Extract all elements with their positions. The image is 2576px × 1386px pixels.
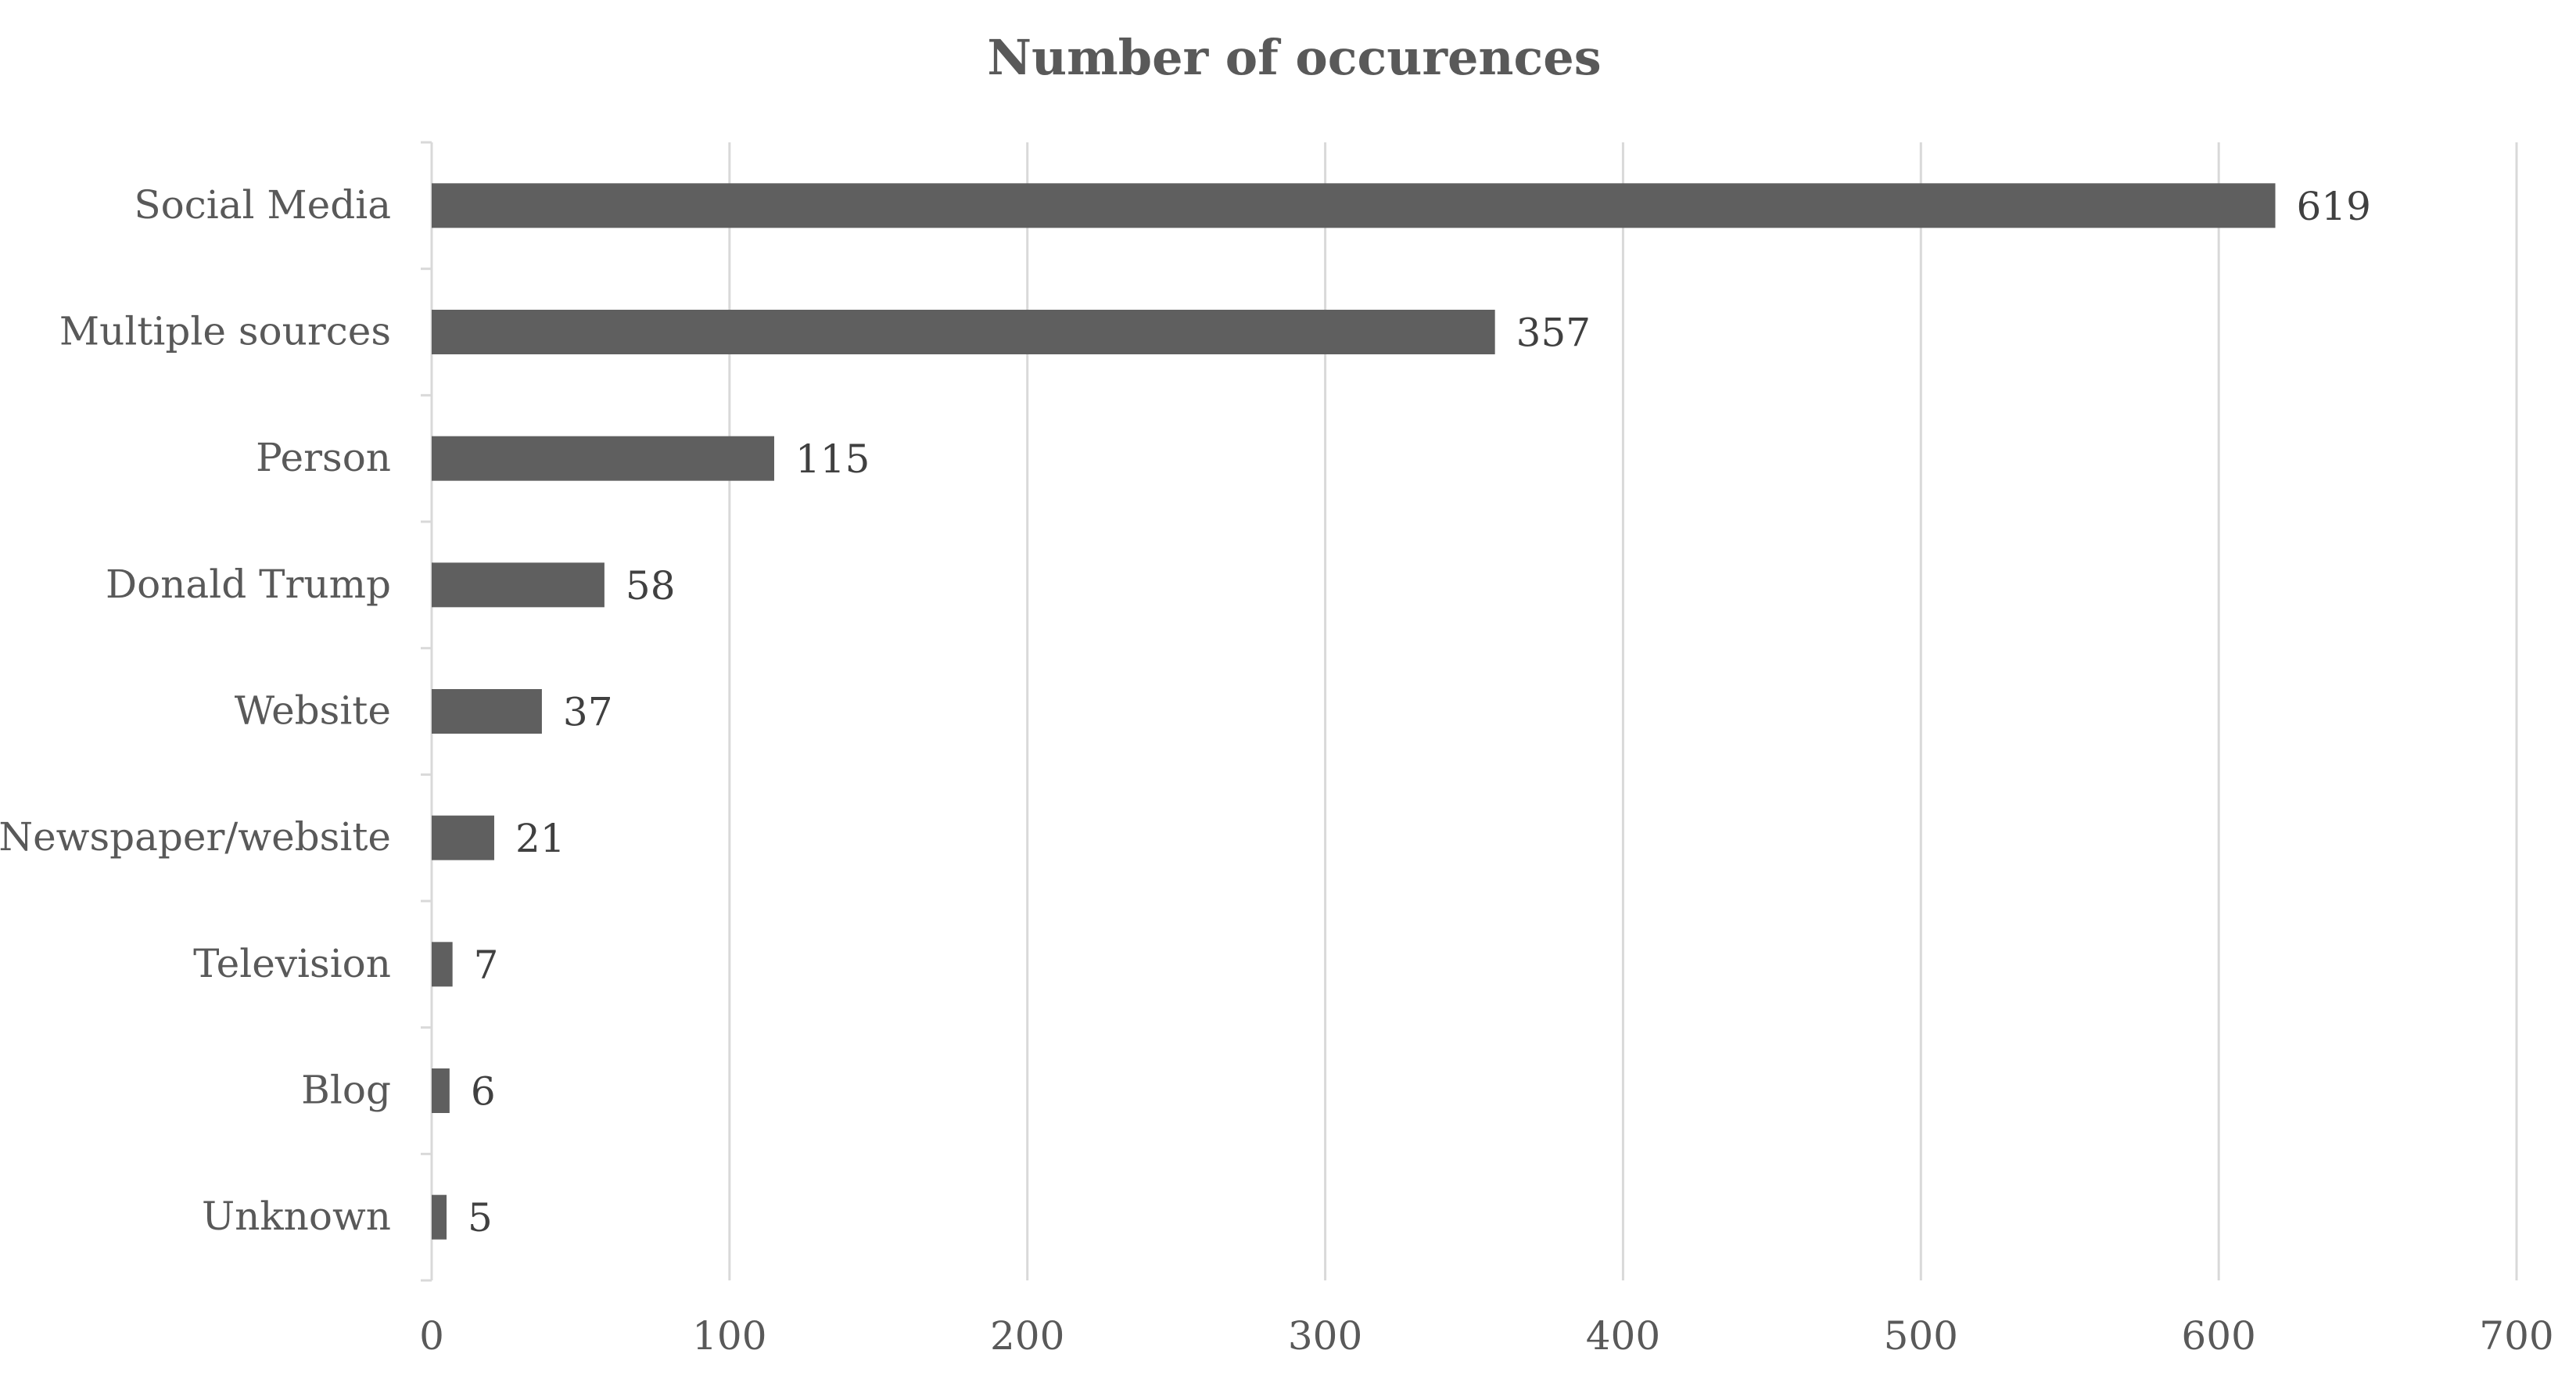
data-label: 21 — [515, 816, 565, 861]
category-label: Multiple sources — [59, 309, 391, 354]
category-label: Donald Trump — [106, 562, 391, 607]
x-tick-labels: 0 100 200 300 400 500 600 700 — [419, 1313, 2554, 1359]
data-label: 357 — [1516, 311, 1591, 356]
category-label: Social Media — [134, 182, 391, 228]
data-label: 37 — [563, 690, 613, 735]
category-label: Blog — [301, 1068, 391, 1113]
bar-television — [432, 942, 453, 987]
data-label: 619 — [2297, 184, 2371, 229]
x-tick-label: 0 — [419, 1313, 444, 1359]
x-tick-label: 300 — [1288, 1313, 1362, 1359]
category-label: Website — [235, 688, 391, 734]
x-tick-label: 500 — [1884, 1313, 1958, 1359]
bar-newspaper-website — [432, 815, 494, 860]
category-labels: Social Media Multiple sources Person Donald… — [0, 182, 391, 1239]
x-tick-label: 700 — [2479, 1313, 2553, 1359]
data-labels: 619 357 115 58 37 21 7 6 5 — [468, 184, 2371, 1241]
data-label: 6 — [471, 1069, 496, 1115]
data-label: 58 — [626, 563, 676, 609]
bar-blog — [432, 1068, 450, 1113]
bar-person — [432, 436, 774, 481]
data-label: 5 — [468, 1195, 493, 1241]
data-label: 7 — [474, 943, 499, 988]
data-label: 115 — [795, 436, 870, 482]
bar-website — [432, 689, 542, 734]
category-label: Unknown — [202, 1194, 391, 1239]
bar-social-media — [432, 183, 2276, 228]
category-label: Person — [256, 435, 391, 480]
chart-title: Number of occurences — [987, 29, 1601, 86]
x-tick-label: 200 — [990, 1313, 1064, 1359]
category-label: Newspaper/website — [0, 814, 391, 860]
category-label: Television — [193, 941, 391, 986]
x-tick-label: 100 — [692, 1313, 766, 1359]
bar-donald-trump — [432, 562, 605, 608]
bar-unknown — [432, 1194, 447, 1240]
bars — [432, 183, 2276, 1240]
y-axis — [421, 141, 433, 1282]
x-tick-label: 600 — [2181, 1313, 2255, 1359]
x-tick-label: 400 — [1586, 1313, 1660, 1359]
bar-multiple-sources — [432, 310, 1495, 354]
